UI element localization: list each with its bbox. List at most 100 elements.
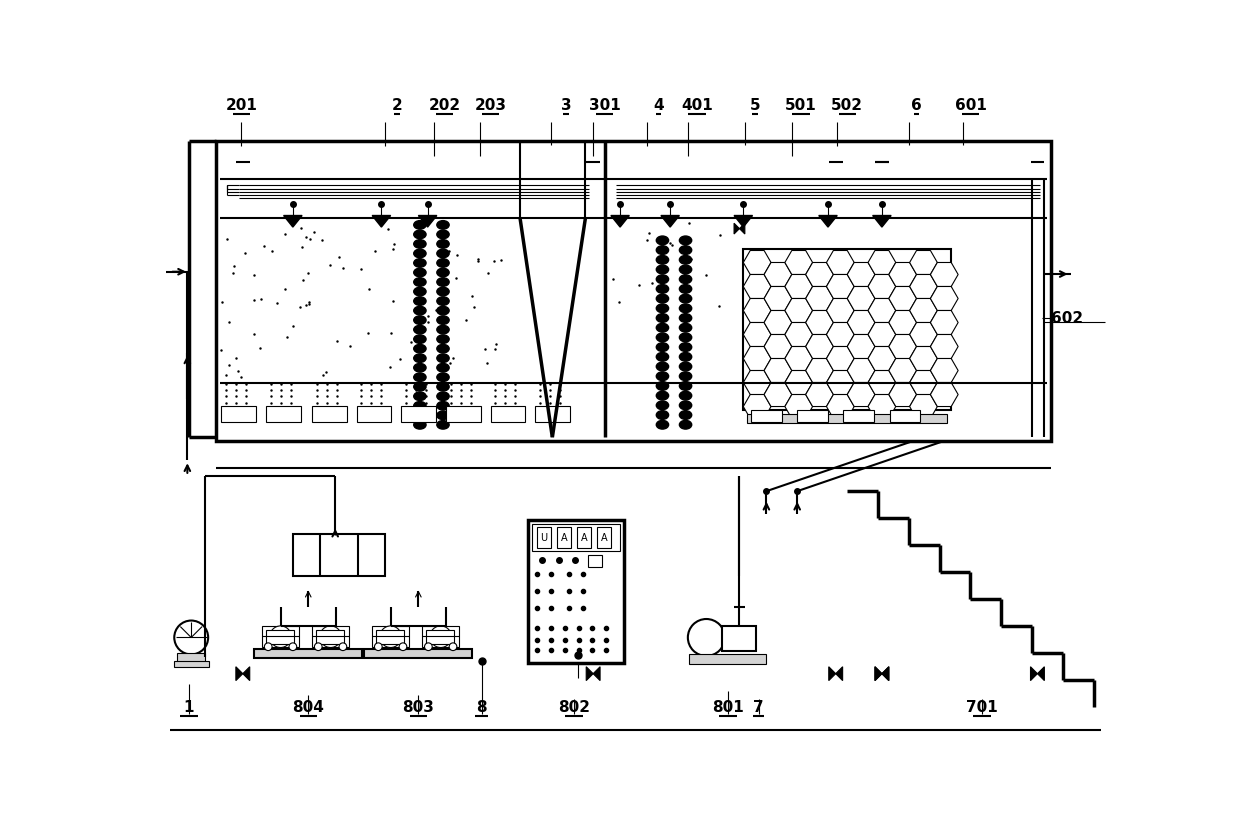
Bar — [748, 415, 947, 424]
Circle shape — [399, 643, 407, 651]
Ellipse shape — [436, 345, 449, 354]
Ellipse shape — [436, 354, 449, 363]
Ellipse shape — [436, 316, 449, 325]
Circle shape — [264, 643, 272, 651]
Polygon shape — [828, 667, 836, 681]
Text: U: U — [541, 532, 547, 542]
Text: 401: 401 — [681, 99, 713, 113]
Ellipse shape — [680, 353, 692, 362]
Ellipse shape — [680, 421, 692, 430]
Ellipse shape — [680, 392, 692, 401]
Text: 7: 7 — [754, 700, 764, 715]
Ellipse shape — [436, 383, 449, 392]
Ellipse shape — [680, 276, 692, 284]
Ellipse shape — [414, 288, 427, 296]
Ellipse shape — [414, 345, 427, 354]
Polygon shape — [372, 216, 391, 228]
Text: 3: 3 — [560, 99, 572, 113]
Text: 202: 202 — [429, 99, 460, 113]
Ellipse shape — [414, 221, 427, 230]
Bar — [596, 527, 611, 548]
Ellipse shape — [414, 402, 427, 411]
Polygon shape — [875, 667, 882, 681]
Ellipse shape — [680, 402, 692, 410]
Text: 801: 801 — [712, 700, 744, 715]
Bar — [843, 411, 874, 422]
Ellipse shape — [414, 335, 427, 344]
Ellipse shape — [656, 315, 668, 323]
Ellipse shape — [680, 412, 692, 420]
Polygon shape — [611, 216, 630, 228]
Ellipse shape — [436, 297, 449, 306]
Bar — [588, 556, 601, 567]
Bar — [174, 661, 208, 667]
Text: 5: 5 — [749, 99, 760, 113]
Bar — [402, 407, 436, 422]
Ellipse shape — [436, 364, 449, 373]
Bar — [312, 407, 347, 422]
Circle shape — [424, 643, 433, 651]
Bar — [532, 525, 620, 551]
Polygon shape — [882, 667, 889, 681]
Circle shape — [270, 626, 291, 647]
Text: 6: 6 — [911, 99, 921, 113]
Ellipse shape — [656, 373, 668, 381]
Ellipse shape — [656, 237, 668, 245]
Circle shape — [430, 626, 451, 647]
Polygon shape — [836, 667, 843, 681]
Ellipse shape — [414, 297, 427, 306]
Ellipse shape — [680, 256, 692, 265]
Ellipse shape — [680, 363, 692, 372]
Polygon shape — [418, 216, 436, 228]
Polygon shape — [882, 667, 889, 681]
Bar — [316, 630, 343, 644]
Ellipse shape — [414, 421, 427, 430]
Bar — [446, 407, 481, 422]
Ellipse shape — [656, 382, 668, 391]
Ellipse shape — [680, 334, 692, 342]
Text: 602: 602 — [1052, 311, 1084, 326]
Ellipse shape — [656, 392, 668, 401]
Text: 502: 502 — [831, 99, 863, 113]
Bar — [293, 534, 386, 576]
Bar — [577, 527, 590, 548]
Ellipse shape — [680, 305, 692, 313]
Polygon shape — [1038, 667, 1044, 681]
Ellipse shape — [680, 295, 692, 304]
Text: 501: 501 — [785, 99, 817, 113]
Polygon shape — [739, 224, 745, 234]
Ellipse shape — [656, 421, 668, 430]
Text: 804: 804 — [293, 700, 324, 715]
Ellipse shape — [656, 305, 668, 313]
Polygon shape — [661, 216, 680, 228]
Bar — [357, 407, 392, 422]
Ellipse shape — [414, 364, 427, 373]
Ellipse shape — [414, 259, 427, 268]
Bar — [537, 527, 551, 548]
Ellipse shape — [436, 335, 449, 344]
Polygon shape — [734, 224, 739, 234]
Polygon shape — [587, 667, 593, 681]
Ellipse shape — [656, 412, 668, 420]
Ellipse shape — [680, 247, 692, 255]
Ellipse shape — [436, 402, 449, 411]
Ellipse shape — [680, 373, 692, 381]
Text: 701: 701 — [966, 700, 998, 715]
Ellipse shape — [656, 353, 668, 362]
Text: A: A — [560, 532, 567, 542]
Text: 4: 4 — [653, 99, 663, 113]
Text: 203: 203 — [475, 99, 507, 113]
Ellipse shape — [414, 231, 427, 239]
Ellipse shape — [414, 278, 427, 287]
Ellipse shape — [656, 295, 668, 304]
Bar — [689, 655, 766, 664]
Ellipse shape — [656, 324, 668, 333]
Bar — [889, 411, 920, 422]
Text: A: A — [600, 532, 608, 542]
Ellipse shape — [656, 247, 668, 255]
Circle shape — [449, 643, 456, 651]
Ellipse shape — [436, 288, 449, 296]
Ellipse shape — [656, 256, 668, 265]
Bar — [427, 630, 454, 644]
Ellipse shape — [436, 373, 449, 382]
